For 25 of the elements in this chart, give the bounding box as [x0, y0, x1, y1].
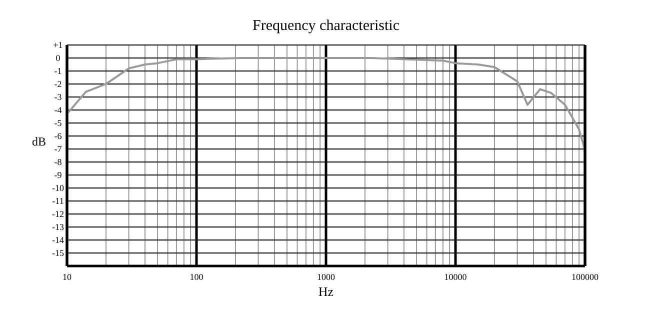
y-tick-label: -3 [54, 92, 62, 102]
y-tick-label: -6 [54, 131, 62, 141]
x-tick-label: 1000 [317, 272, 336, 282]
x-tick-label: 100 [190, 272, 204, 282]
y-axis-title: dB [32, 134, 46, 148]
y-tick-label: -15 [52, 248, 64, 258]
y-tick-label: -11 [52, 196, 64, 206]
x-tick-label: 10 [62, 272, 72, 282]
x-tick-label: 100000 [572, 272, 599, 282]
y-tick-label: -13 [52, 222, 64, 232]
y-tick-label: 0 [56, 53, 61, 63]
y-tick-label: -2 [54, 79, 62, 89]
y-tick-label: -5 [54, 118, 62, 128]
y-tick-label: -14 [52, 235, 64, 245]
x-axis-title: Hz [318, 284, 334, 299]
y-tick-label: -7 [54, 144, 62, 154]
x-tick-label: 10000 [444, 272, 468, 282]
y-tick-label: -10 [52, 183, 64, 193]
y-tick-label: -4 [54, 105, 62, 115]
y-tick-label: -12 [52, 209, 64, 219]
chart-title: Frequency characteristic [252, 18, 400, 34]
y-tick-label: -9 [54, 170, 62, 180]
y-tick-label: -1 [54, 66, 62, 76]
y-tick-label: +1 [53, 40, 63, 50]
y-tick-label: -8 [54, 157, 62, 167]
